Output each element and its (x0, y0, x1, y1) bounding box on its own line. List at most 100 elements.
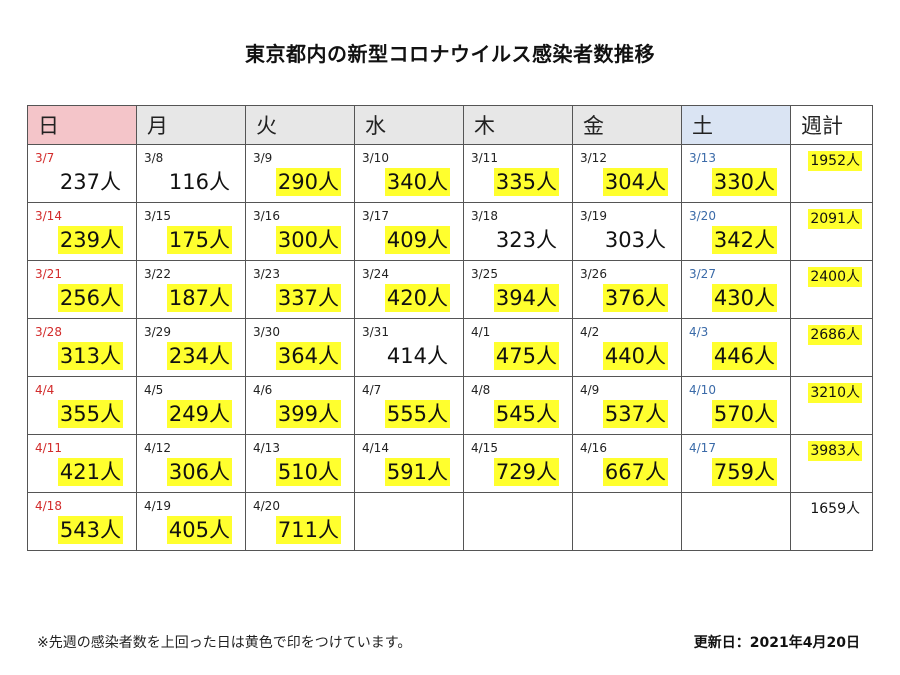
cell-count: 256人 (57, 284, 123, 312)
cell-date: 3/9 (253, 151, 273, 165)
day-cell-monday: 4/5 249人 (136, 376, 246, 435)
cell-date: 4/11 (35, 441, 62, 455)
day-cell-tuesday: 3/16 300人 (245, 202, 355, 261)
page-title: 東京都内の新型コロナウイルス感染者数推移 (245, 42, 655, 66)
day-cell-wednesday: 4/7 555人 (354, 376, 464, 435)
cell-count: 414人 (386, 344, 448, 368)
day-cell-saturday (681, 492, 791, 551)
week-row: 3/28 313人 3/29 234人 3/30 364人 3/31 414人 4/1 475人 4… (27, 318, 873, 377)
weekly-total: 3983人 (808, 441, 862, 461)
cell-date: 3/20 (689, 209, 716, 223)
day-cell-sunday: 3/14 239人 (27, 202, 137, 261)
cell-date: 4/8 (471, 383, 491, 397)
weekly-total: 2091人 (808, 209, 862, 229)
cell-count: 116人 (168, 170, 230, 194)
cell-date: 3/19 (580, 209, 607, 223)
week-row: 4/18 543人 4/19 405人 4/20 711人 1659人 (27, 492, 873, 551)
cell-date: 4/15 (471, 441, 498, 455)
day-cell-wednesday: 3/17 409人 (354, 202, 464, 261)
header-row: 日 月 火 水 木 金 土 週計 (27, 105, 873, 145)
day-cell-monday: 3/15 175人 (136, 202, 246, 261)
cell-count: 421人 (57, 458, 123, 486)
cell-date: 3/11 (471, 151, 498, 165)
cell-date: 3/22 (144, 267, 171, 281)
day-cell-thursday (463, 492, 573, 551)
header-saturday: 土 (681, 105, 791, 145)
day-cell-friday: 4/16 667人 (572, 434, 682, 493)
day-cell-tuesday: 3/23 337人 (245, 260, 355, 319)
day-cell-sunday: 4/18 543人 (27, 492, 137, 551)
cell-count: 340人 (384, 168, 450, 196)
day-cell-saturday: 4/17 759人 (681, 434, 791, 493)
day-cell-sunday: 3/28 313人 (27, 318, 137, 377)
week-row: 3/7 237人 3/8 116人 3/9 290人 3/10 340人 3/11 335人 3/1… (27, 144, 873, 203)
day-cell-sunday: 3/7 237人 (27, 144, 137, 203)
day-cell-saturday: 4/3 446人 (681, 318, 791, 377)
cell-count: 475人 (493, 342, 559, 370)
weekly-total: 3210人 (808, 383, 862, 403)
day-cell-wednesday: 3/31 414人 (354, 318, 464, 377)
header-thursday: 木 (463, 105, 573, 145)
week-row: 3/14 239人 3/15 175人 3/16 300人 3/17 409人 3/18 323人… (27, 202, 873, 261)
day-cell-thursday: 3/11 335人 (463, 144, 573, 203)
cell-date: 3/27 (689, 267, 716, 281)
updated-date: 更新日：2021年4月20日 (693, 635, 860, 651)
weekly-total-cell: 2091人 (790, 202, 873, 261)
day-cell-saturday: 4/10 570人 (681, 376, 791, 435)
weekly-total-cell: 3210人 (790, 376, 873, 435)
cell-count: 175人 (166, 226, 232, 254)
cell-date: 4/19 (144, 499, 171, 513)
cell-date: 4/10 (689, 383, 716, 397)
week-row: 4/4 355人 4/5 249人 4/6 399人 4/7 555人 4/8 545人 4/9 53… (27, 376, 873, 435)
cell-count: 335人 (493, 168, 559, 196)
cell-count: 364人 (275, 342, 341, 370)
cell-date: 4/13 (253, 441, 280, 455)
cell-date: 4/9 (580, 383, 600, 397)
cell-count: 239人 (57, 226, 123, 254)
calendar-table: 日 月 火 水 木 金 土 週計 3/7 237人 3/8 116人 3/9 290人 3/… (27, 105, 873, 551)
cell-date: 3/26 (580, 267, 607, 281)
cell-count: 399人 (275, 400, 341, 428)
cell-date: 3/8 (144, 151, 164, 165)
header-tuesday: 火 (245, 105, 355, 145)
day-cell-friday: 3/12 304人 (572, 144, 682, 203)
cell-date: 4/20 (253, 499, 280, 513)
day-cell-tuesday: 4/6 399人 (245, 376, 355, 435)
cell-count: 570人 (711, 400, 777, 428)
cell-count: 337人 (275, 284, 341, 312)
cell-date: 3/31 (362, 325, 389, 339)
day-cell-tuesday: 3/30 364人 (245, 318, 355, 377)
day-cell-sunday: 3/21 256人 (27, 260, 137, 319)
cell-count: 430人 (711, 284, 777, 312)
calendar-body: 3/7 237人 3/8 116人 3/9 290人 3/10 340人 3/11 335人 3/1… (27, 144, 873, 551)
day-cell-sunday: 4/4 355人 (27, 376, 137, 435)
header-sunday: 日 (27, 105, 137, 145)
cell-date: 4/17 (689, 441, 716, 455)
cell-count: 376人 (602, 284, 668, 312)
cell-date: 4/3 (689, 325, 709, 339)
cell-date: 4/12 (144, 441, 171, 455)
cell-count: 342人 (711, 226, 777, 254)
weekly-total-cell: 3983人 (790, 434, 873, 493)
day-cell-tuesday: 4/13 510人 (245, 434, 355, 493)
cell-count: 234人 (166, 342, 232, 370)
cell-count: 729人 (493, 458, 559, 486)
weekly-total-cell: 2400人 (790, 260, 873, 319)
cell-count: 187人 (166, 284, 232, 312)
cell-date: 4/5 (144, 383, 164, 397)
footnote: ※先週の感染者数を上回った日は黄色で印をつけています。 (37, 635, 412, 651)
day-cell-thursday: 4/15 729人 (463, 434, 573, 493)
weekly-total-cell: 2686人 (790, 318, 873, 377)
cell-date: 4/2 (580, 325, 600, 339)
weekly-total-cell: 1952人 (790, 144, 873, 203)
day-cell-saturday: 3/20 342人 (681, 202, 791, 261)
cell-date: 3/7 (35, 151, 55, 165)
day-cell-friday (572, 492, 682, 551)
day-cell-wednesday: 4/14 591人 (354, 434, 464, 493)
cell-date: 4/1 (471, 325, 491, 339)
cell-count: 711人 (275, 516, 341, 544)
cell-count: 237人 (59, 170, 121, 194)
cell-date: 4/14 (362, 441, 389, 455)
day-cell-thursday: 4/8 545人 (463, 376, 573, 435)
weekly-total: 2686人 (808, 325, 862, 345)
